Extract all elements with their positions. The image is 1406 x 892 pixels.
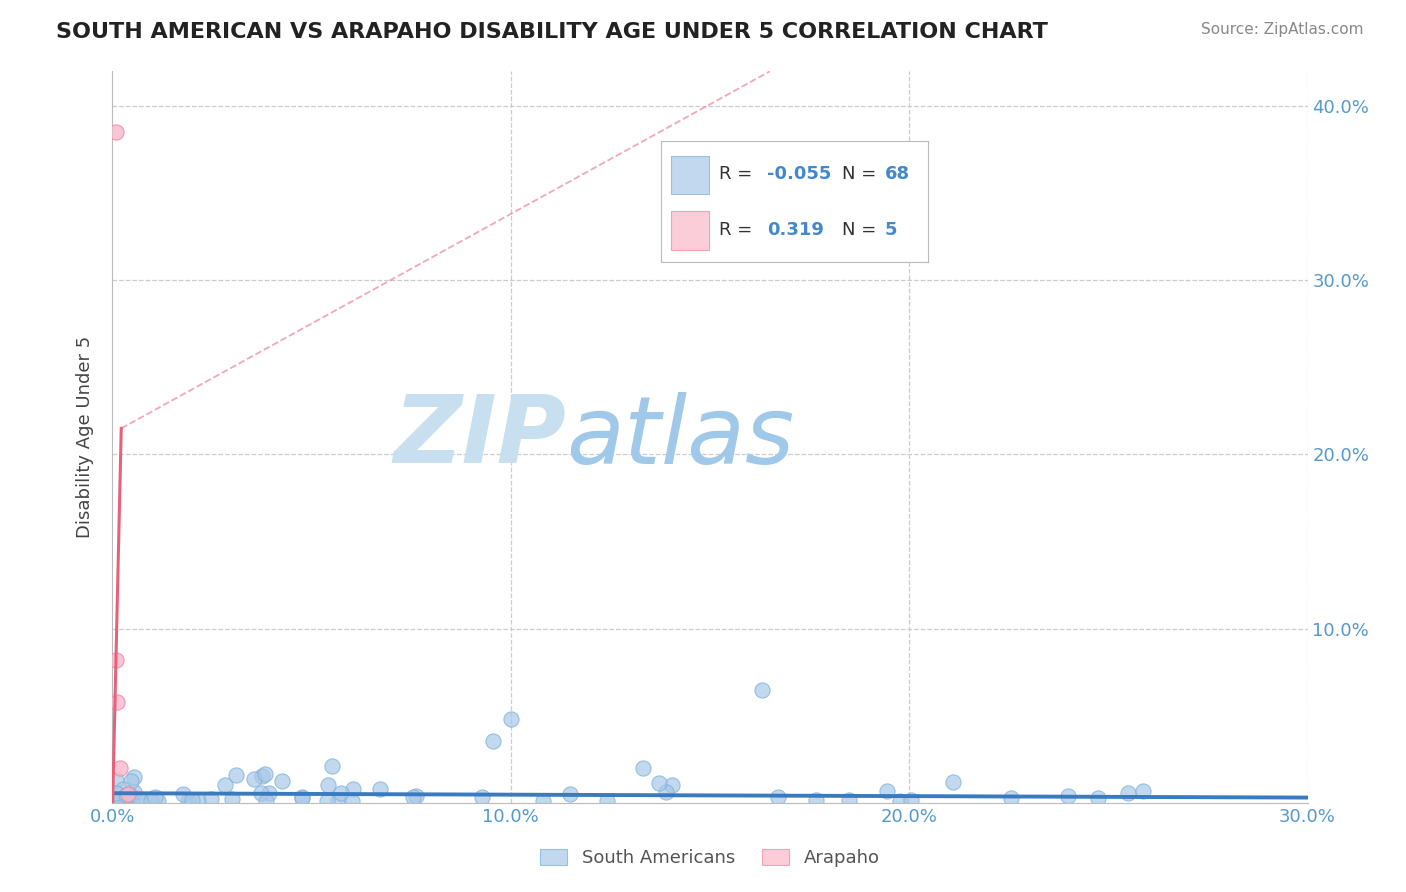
Point (259, 786, 281, 800)
Point (900, 793, 922, 807)
Text: N =: N = (842, 165, 876, 184)
Point (128, 793, 150, 807)
Point (838, 793, 860, 807)
Point (124, 770, 146, 784)
Point (129, 793, 152, 807)
Point (172, 787, 194, 801)
Point (751, 682, 773, 697)
Text: Source: ZipAtlas.com: Source: ZipAtlas.com (1201, 22, 1364, 37)
Point (177, 794, 200, 808)
Text: atlas: atlas (567, 392, 794, 483)
Point (1000, 790, 1022, 805)
Point (661, 778, 683, 792)
Point (146, 794, 169, 808)
Y-axis label: Disability Age Under 5: Disability Age Under 5 (76, 336, 94, 538)
Point (655, 785, 678, 799)
Point (370, 782, 392, 797)
Point (316, 778, 339, 792)
FancyBboxPatch shape (671, 156, 709, 194)
Point (889, 794, 911, 808)
Point (326, 794, 349, 808)
Point (876, 784, 898, 798)
Text: 0.319: 0.319 (768, 220, 824, 239)
Text: ZIP: ZIP (394, 391, 567, 483)
Point (253, 767, 276, 781)
Point (117, 787, 139, 801)
Point (225, 767, 247, 781)
Text: SOUTH AMERICAN VS ARAPAHO DISABILITY AGE UNDER 5 CORRELATION CHART: SOUTH AMERICAN VS ARAPAHO DISABILITY AGE… (56, 22, 1047, 42)
Point (596, 794, 619, 808)
Point (105, 653, 128, 667)
Point (291, 791, 314, 805)
Point (221, 792, 243, 806)
Point (114, 789, 136, 803)
Point (254, 794, 277, 808)
Point (187, 794, 209, 808)
Point (342, 794, 364, 808)
Point (1056, 789, 1078, 804)
Legend: South Americans, Arapaho: South Americans, Arapaho (533, 841, 887, 874)
Point (214, 778, 236, 792)
Point (330, 786, 353, 800)
Point (139, 794, 162, 808)
Point (112, 781, 135, 796)
Point (104, 125, 127, 139)
Point (105, 772, 128, 787)
Point (143, 790, 166, 805)
Point (291, 790, 314, 805)
Point (531, 794, 554, 808)
Point (110, 761, 132, 775)
Point (122, 785, 145, 799)
Point (560, 787, 582, 801)
FancyBboxPatch shape (671, 211, 709, 250)
Point (112, 789, 135, 804)
Point (105, 695, 128, 709)
Point (482, 733, 505, 747)
Point (180, 793, 202, 807)
Point (405, 789, 427, 803)
Point (1087, 791, 1109, 805)
Text: N =: N = (842, 220, 876, 239)
Point (108, 793, 131, 807)
Point (1132, 784, 1154, 798)
Point (200, 792, 222, 806)
Point (766, 789, 789, 804)
Point (631, 761, 654, 775)
Text: 68: 68 (884, 165, 910, 184)
Point (647, 776, 669, 790)
Point (942, 775, 965, 789)
Text: -0.055: -0.055 (768, 165, 832, 184)
Point (271, 773, 294, 788)
Point (806, 793, 828, 807)
Point (321, 759, 343, 773)
Point (499, 712, 522, 726)
Point (402, 789, 425, 804)
Point (118, 788, 141, 802)
Point (115, 787, 138, 801)
Text: 5: 5 (884, 220, 897, 239)
Point (105, 791, 128, 805)
Point (120, 774, 142, 789)
Point (315, 794, 337, 808)
Point (105, 786, 128, 800)
Point (1116, 786, 1139, 800)
Text: R =: R = (720, 165, 752, 184)
Point (121, 794, 143, 808)
Point (471, 790, 494, 805)
Point (342, 781, 364, 796)
Point (250, 769, 273, 783)
Text: R =: R = (720, 220, 752, 239)
Point (250, 786, 273, 800)
Point (243, 772, 266, 786)
